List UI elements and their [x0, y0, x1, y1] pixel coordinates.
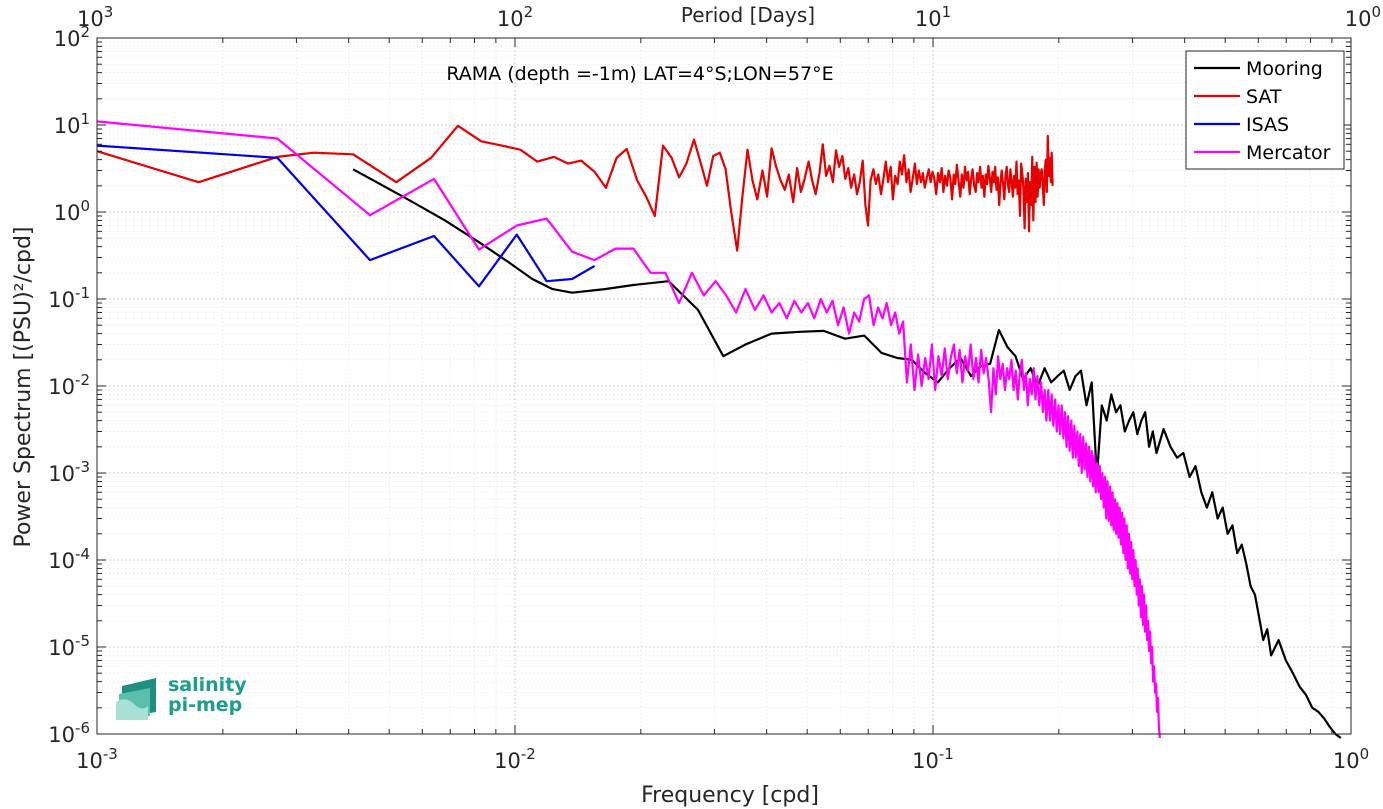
series-line-sat: [96, 124, 1054, 252]
major-grid: [96, 37, 1352, 735]
series-layer: [96, 120, 1342, 739]
chart-title: RAMA (depth =-1m) LAT=4°S;LON=57°E: [446, 63, 833, 85]
legend-label-sat: SAT: [1246, 86, 1282, 108]
x-tick-label: 10-1: [912, 745, 954, 773]
top-tick-label: 102: [497, 3, 533, 31]
salinity-pi-mep-logo: salinity pi-mep: [116, 672, 256, 722]
legend: Mooring SAT ISAS Mercator: [1185, 50, 1345, 170]
x-axis-label: Frequency [cpd]: [641, 783, 819, 808]
y-tick-label: 10-5: [48, 632, 90, 660]
series-line-isas: [96, 144, 596, 288]
top-tick-label: 101: [915, 3, 951, 31]
series-line-mercator: [96, 120, 1161, 739]
series-line-mooring: [352, 168, 1342, 739]
y-tick-label: 101: [54, 110, 90, 138]
legend-box: [1185, 50, 1345, 170]
x-tick-label: 100: [1333, 745, 1369, 773]
logo-text-line1: salinity: [168, 674, 247, 696]
y-tick-label: 10-3: [48, 458, 90, 486]
x-tick-label: 10-2: [494, 745, 536, 773]
y-tick-label: 10-1: [48, 284, 90, 312]
minor-grid: [97, 38, 1351, 734]
y-tick-label: 102: [54, 23, 90, 51]
logo-text-line2: pi-mep: [168, 694, 243, 716]
top-tick-label: 100: [1345, 3, 1381, 31]
legend-label-mercator: Mercator: [1246, 142, 1331, 164]
top-axis-label: Period [Days]: [681, 3, 815, 27]
y-tick-label: 10-6: [48, 719, 90, 747]
x-tick-label: 10-3: [76, 745, 118, 773]
y-axis-label: Power Spectrum [(PSU)²/cpd]: [11, 226, 36, 547]
axis-ticks: [96, 37, 1352, 735]
y-tick-label: 100: [54, 197, 90, 225]
logo-mark-icon: [116, 678, 156, 720]
y-tick-label: 10-4: [48, 545, 90, 573]
legend-label-isas: ISAS: [1246, 114, 1289, 136]
legend-label-mooring: Mooring: [1246, 58, 1323, 80]
top-tick-label: 103: [77, 3, 113, 31]
y-tick-label: 10-2: [48, 371, 90, 399]
